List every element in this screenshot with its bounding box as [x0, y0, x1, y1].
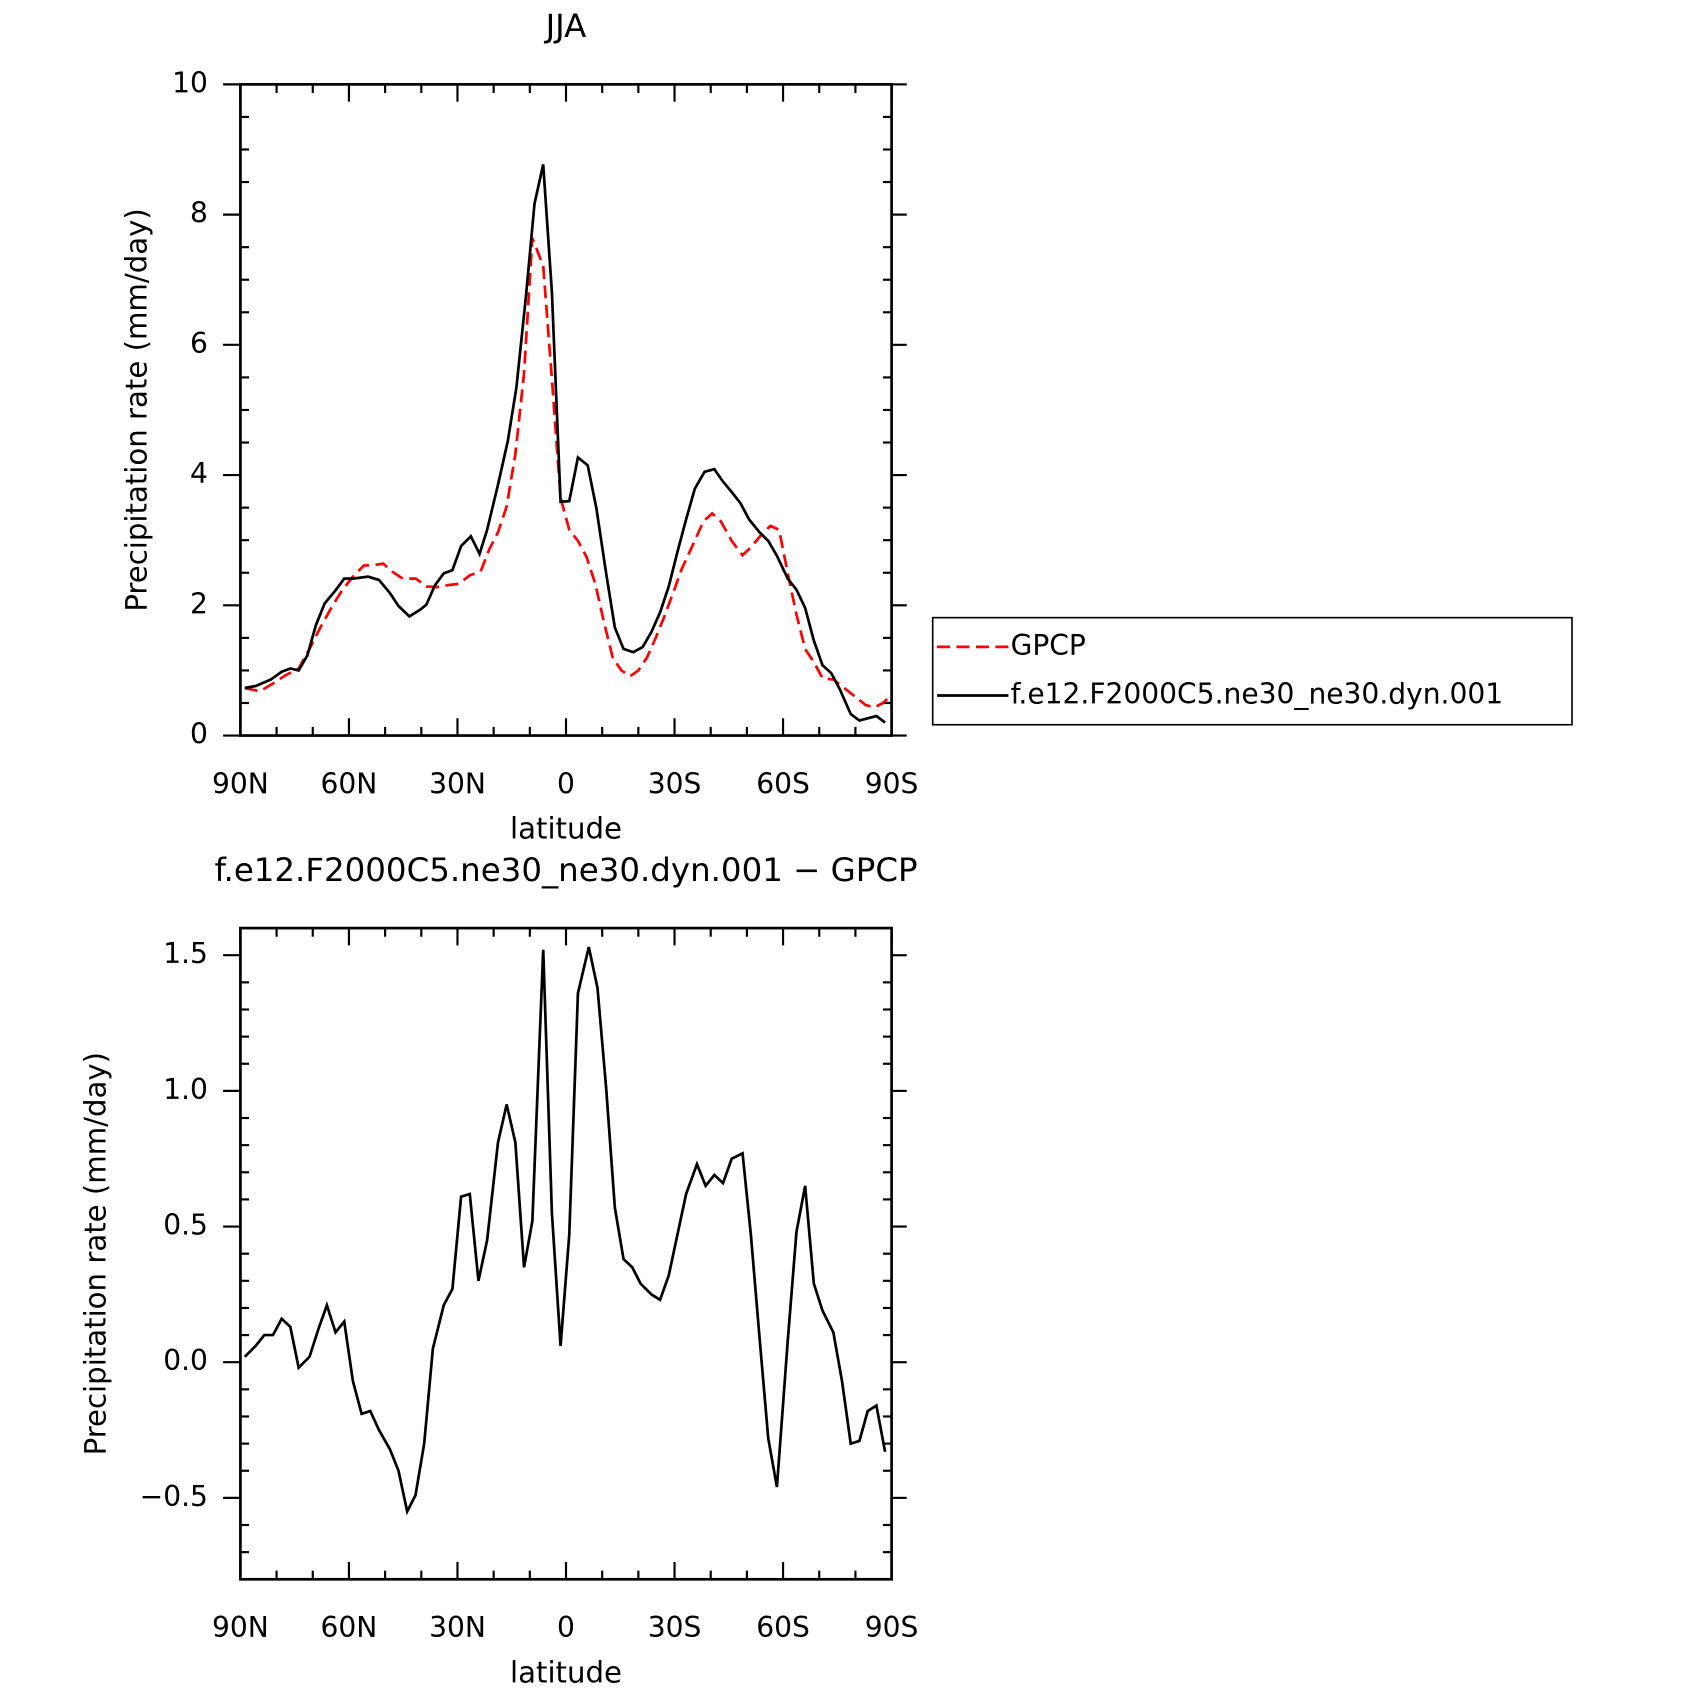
y-tick-label: 0 [190, 718, 208, 751]
x-axis-label: latitude [510, 812, 622, 846]
chart-title: JJA [544, 7, 587, 45]
y-axis-label: Precipitation rate (mm/day) [79, 1052, 113, 1455]
x-tick-label: 60S [756, 1611, 810, 1644]
y-tick-label: 2 [190, 587, 208, 620]
x-tick-label: 0 [557, 767, 575, 800]
x-tick-label: 60S [756, 767, 810, 800]
y-tick-label: 0.0 [163, 1344, 208, 1377]
data-line [244, 237, 889, 710]
x-tick-label: 60N [321, 767, 378, 800]
x-tick-label: 30N [429, 1611, 486, 1644]
y-tick-label: 1.0 [163, 1073, 208, 1106]
x-tick-label: 90N [212, 1611, 269, 1644]
x-tick-label: 30N [429, 767, 486, 800]
y-tick-label: 6 [190, 327, 208, 360]
data-line [244, 164, 886, 724]
legend-box [931, 616, 1573, 726]
x-tick-label: 60N [321, 1611, 378, 1644]
x-axis-label: latitude [510, 1655, 622, 1689]
legend-label: GPCP [1011, 629, 1086, 662]
y-tick-label: −0.5 [140, 1480, 208, 1513]
chart-title: f.e12.F2000C5.ne30_ne30.dyn.001 − GPCP [214, 851, 917, 889]
x-tick-label: 90S [865, 1611, 919, 1644]
y-tick-label: 10 [172, 66, 208, 99]
plot-frame [239, 83, 893, 737]
x-tick-label: 30S [648, 767, 702, 800]
y-tick-label: 4 [190, 457, 208, 490]
data-line [243, 946, 887, 1516]
y-tick-label: 8 [190, 197, 208, 230]
x-tick-label: 90S [865, 767, 919, 800]
legend-label: f.e12.F2000C5.ne30_ne30.dyn.001 [1011, 678, 1504, 711]
y-tick-label: 0.5 [163, 1209, 208, 1242]
y-tick-label: 1.5 [163, 937, 208, 970]
x-tick-label: 30S [648, 1611, 702, 1644]
x-tick-label: 90N [212, 767, 269, 800]
x-tick-label: 0 [557, 1611, 575, 1644]
y-axis-label: Precipitation rate (mm/day) [120, 208, 154, 611]
